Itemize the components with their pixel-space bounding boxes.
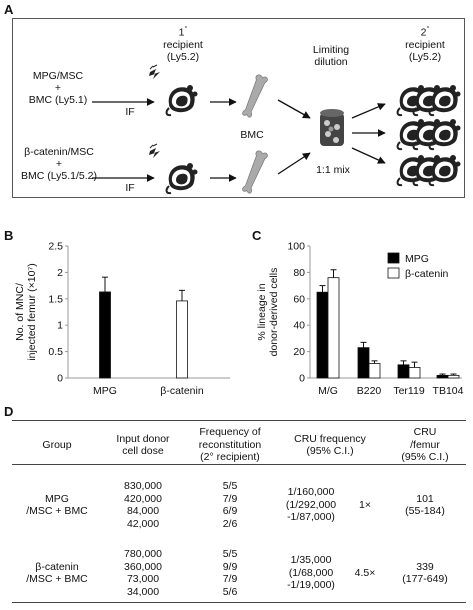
cru-frequency-value: 1/35,000 (1/68,000 -1/19,000) xyxy=(287,554,335,592)
group2-label: β-catenin/MSC + BMC (Ly5.1/5.2) xyxy=(20,146,98,182)
chart-c-bar-beta-catenin xyxy=(408,367,421,379)
frequency-list: 5/5 7/9 6/9 2/6 xyxy=(222,480,238,530)
cru-femur-value: 339 (177-649) xyxy=(402,560,448,586)
chart-b-bar xyxy=(176,300,188,379)
header-dose: Input donor cell dose xyxy=(116,432,170,458)
table-top-rule xyxy=(12,420,466,421)
chart-b-y-tick-label: 2 xyxy=(57,267,63,279)
cru-femur-value: 101 (55-184) xyxy=(405,492,445,518)
table-row-mpg: MPG/MSC + BMC 830,000 420,000 84,000 42,00… xyxy=(12,474,466,536)
table-header-rule xyxy=(12,464,466,465)
chart-c-x-tick-label: B220 xyxy=(357,385,382,397)
chart-c-legend-swatch xyxy=(387,252,400,264)
chart-c-y-tick-label: 80 xyxy=(293,267,305,279)
header-frequency: Frequency of reconstitution (2° recipient) xyxy=(198,426,262,464)
fold-change: 1× xyxy=(359,498,371,511)
chart-c-x-tick-label: M/G xyxy=(318,385,338,397)
chart-c-bar-beta-catenin xyxy=(368,363,381,379)
secondary-recipient-label: 2° recipient (Ly5.2) xyxy=(405,26,445,63)
chart-c-bar-mpg xyxy=(316,291,329,379)
chart-b-y-tick-label: 0 xyxy=(57,373,63,385)
header-cru-femur: CRU/femur (95% C.I.) xyxy=(401,426,449,464)
chart-b-x-tick-label: MPG xyxy=(93,385,117,397)
arrow-bone1-to-mix xyxy=(277,99,311,119)
chart-b-y-tick-label: 2.5 xyxy=(48,241,63,253)
arrow-mix-to-secondary-3 xyxy=(351,147,386,164)
chart-b-y-tick-label: 1 xyxy=(57,320,63,332)
bmc-label: BMC xyxy=(240,129,264,141)
header-cru-frequency: CRU frequency (95% C.I.) xyxy=(294,432,366,458)
injection-label-1: IF xyxy=(125,106,135,118)
chart-c-legend-label: MPG xyxy=(405,253,429,265)
chart-c-y-tick-label: 20 xyxy=(293,346,305,358)
cru-table: Group Input donor cell dose Frequency of r… xyxy=(12,426,466,604)
chart-c-legend-label: β-catenin xyxy=(405,268,449,280)
fold-change: 4.5× xyxy=(354,566,376,579)
dose-list: 830,000 420,000 84,000 42,000 xyxy=(124,480,162,530)
group1-label: MPG/MSC + BMC (Ly5.1) xyxy=(28,70,88,106)
panel-b-label: B xyxy=(4,228,14,243)
table-bottom-rule xyxy=(12,602,466,603)
panel-c-label: C xyxy=(252,228,262,243)
group-name: MPG/MSC + BMC xyxy=(26,492,88,518)
chart-c-x-tick-label: TB104 xyxy=(433,385,464,397)
chart-c-legend-swatch xyxy=(387,267,400,279)
table-row-beta-catenin: β-catenin/MSC + BMC 780,000 360,000 73,00… xyxy=(12,542,466,604)
group-name: β-catenin/MSC + BMC xyxy=(26,560,88,586)
header-group: Group xyxy=(42,438,72,451)
chart-c-bar-beta-catenin xyxy=(327,277,340,379)
schematic-frame xyxy=(12,18,465,198)
chart-c-y-tick-label: 100 xyxy=(287,241,305,253)
panel-a-label: A xyxy=(4,2,14,17)
chart-c-y-tick-label: 40 xyxy=(293,320,305,332)
injection-label-2: IF xyxy=(125,182,135,194)
frequency-list: 5/5 9/9 7/9 5/6 xyxy=(222,548,238,598)
mixing-tube-icon xyxy=(320,109,344,146)
dose-list: 780,000 360,000 73,000 34,000 xyxy=(124,548,162,598)
arrow-mix-to-secondary-1 xyxy=(351,103,386,119)
chart-c-y-tick-label: 0 xyxy=(299,373,305,385)
chart-b-bar xyxy=(99,291,111,379)
limiting-dilution-label: Limiting dilution xyxy=(312,44,350,68)
chart-c-bar-beta-catenin xyxy=(447,374,460,379)
mix-label: 1:1 mix xyxy=(316,164,350,176)
chart-c-bar-mpg xyxy=(436,374,449,379)
chart-c-x-tick-label: Ter119 xyxy=(393,385,424,397)
table-header-row: Group Input donor cell dose Frequency of r… xyxy=(12,426,466,464)
panel-d-label: D xyxy=(4,404,14,419)
primary-recipient-label: 1° recipient (Ly5.2) xyxy=(163,26,203,63)
chart-c-bar-mpg xyxy=(357,347,370,379)
chart-b-y-tick-label: 0.5 xyxy=(48,346,63,358)
arrow-bone2-to-mix xyxy=(277,152,311,175)
cru-frequency-value: 1/160,000 (1/292,000 -1/87,000) xyxy=(285,486,337,524)
chart-c-bar-mpg xyxy=(397,364,410,379)
chart-b-x-tick-label: β-catenin xyxy=(160,385,204,397)
chart-c-y-tick-label: 60 xyxy=(293,293,305,305)
chart-b-y-tick-label: 1.5 xyxy=(48,293,63,305)
